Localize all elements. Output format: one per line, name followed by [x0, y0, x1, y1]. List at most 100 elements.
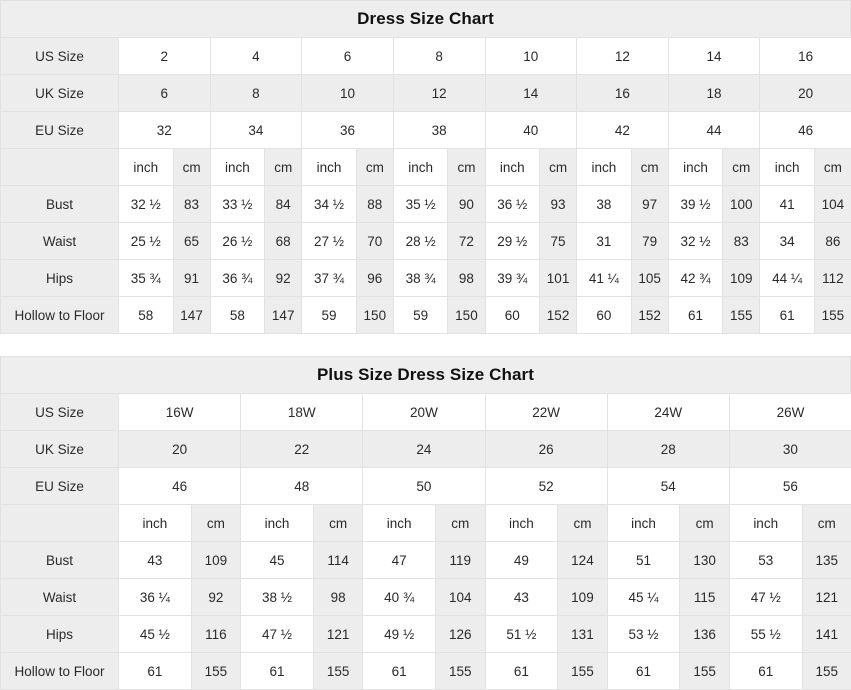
cell-inch: 41 — [760, 186, 815, 223]
cell-uk_sizes-2: 10 — [302, 75, 394, 112]
row-label-uk_sizes: UK Size — [1, 431, 119, 468]
row-label-us_sizes: US Size — [1, 38, 119, 75]
cell-cm: 72 — [448, 223, 485, 260]
cell-inch: 44 ¼ — [760, 260, 815, 297]
cell-cm: 147 — [265, 297, 302, 334]
cell-cm: 147 — [173, 297, 210, 334]
cell-cm: 155 — [436, 653, 485, 690]
cell-cm: 126 — [436, 616, 485, 653]
cell-us_sizes-4: 10 — [485, 38, 577, 75]
cell-uk_sizes-1: 8 — [210, 75, 302, 112]
cell-inch: 61 — [119, 653, 192, 690]
cell-inch: 34 ½ — [302, 186, 357, 223]
cell-us_sizes-2: 20W — [363, 394, 485, 431]
cell-eu_sizes-7: 46 — [760, 112, 851, 149]
cell-cm: 150 — [356, 297, 393, 334]
cell-us_sizes-7: 16 — [760, 38, 851, 75]
row-label-measurement: Hollow to Floor — [1, 653, 119, 690]
cell-inch: 53 ½ — [607, 616, 680, 653]
cell-uk_sizes-5: 30 — [729, 431, 851, 468]
cell-inch: 47 ½ — [241, 616, 314, 653]
unit-inch-3: inch — [485, 505, 558, 542]
unit-cm-0: cm — [173, 149, 210, 186]
cell-inch: 60 — [485, 297, 540, 334]
cell-cm: 65 — [173, 223, 210, 260]
cell-inch: 32 ½ — [668, 223, 723, 260]
cell-eu_sizes-2: 36 — [302, 112, 394, 149]
cell-cm: 136 — [680, 616, 729, 653]
chart-title: Plus Size Dress Size Chart — [0, 356, 851, 393]
unit-inch-5: inch — [577, 149, 632, 186]
cell-inch: 59 — [393, 297, 448, 334]
cell-inch: 26 ½ — [210, 223, 265, 260]
cell-inch: 40 ¾ — [363, 579, 436, 616]
cell-inch: 35 ½ — [393, 186, 448, 223]
cell-inch: 38 ¾ — [393, 260, 448, 297]
cell-inch: 60 — [577, 297, 632, 334]
cell-cm: 114 — [313, 542, 362, 579]
cell-uk_sizes-0: 20 — [119, 431, 241, 468]
cell-inch: 43 — [119, 542, 192, 579]
unit-inch-1: inch — [210, 149, 265, 186]
cell-eu_sizes-5: 56 — [729, 468, 851, 505]
cell-cm: 131 — [558, 616, 607, 653]
unit-cm-3: cm — [558, 505, 607, 542]
unit-cm-1: cm — [265, 149, 302, 186]
unit-cm-7: cm — [814, 149, 851, 186]
table-gap — [0, 334, 851, 356]
cell-us_sizes-0: 2 — [119, 38, 211, 75]
cell-inch: 61 — [363, 653, 436, 690]
cell-cm: 152 — [631, 297, 668, 334]
unit-cm-4: cm — [680, 505, 729, 542]
cell-uk_sizes-1: 22 — [241, 431, 363, 468]
cell-cm: 109 — [558, 579, 607, 616]
cell-cm: 155 — [313, 653, 362, 690]
cell-us_sizes-5: 26W — [729, 394, 851, 431]
cell-cm: 130 — [680, 542, 729, 579]
cell-cm: 109 — [191, 542, 240, 579]
row-label-measurement: Hips — [1, 260, 119, 297]
cell-cm: 115 — [680, 579, 729, 616]
unit-cm-2: cm — [356, 149, 393, 186]
row-label-measurement: Bust — [1, 186, 119, 223]
cell-inch: 28 ½ — [393, 223, 448, 260]
cell-cm: 98 — [448, 260, 485, 297]
cell-inch: 51 — [607, 542, 680, 579]
row-label-measurement: Waist — [1, 579, 119, 616]
cell-inch: 38 ½ — [241, 579, 314, 616]
cell-cm: 150 — [448, 297, 485, 334]
unit-cm-6: cm — [723, 149, 760, 186]
cell-inch: 55 ½ — [729, 616, 802, 653]
cell-uk_sizes-6: 18 — [668, 75, 760, 112]
cell-eu_sizes-0: 32 — [119, 112, 211, 149]
cell-inch: 34 — [760, 223, 815, 260]
unit-inch-6: inch — [668, 149, 723, 186]
cell-us_sizes-0: 16W — [119, 394, 241, 431]
cell-inch: 39 ½ — [668, 186, 723, 223]
cell-cm: 116 — [191, 616, 240, 653]
cell-inch: 29 ½ — [485, 223, 540, 260]
row-label-us_sizes: US Size — [1, 394, 119, 431]
cell-eu_sizes-0: 46 — [119, 468, 241, 505]
unit-cm-5: cm — [631, 149, 668, 186]
cell-cm: 141 — [802, 616, 851, 653]
cell-eu_sizes-4: 40 — [485, 112, 577, 149]
cell-cm: 96 — [356, 260, 393, 297]
cell-cm: 155 — [680, 653, 729, 690]
cell-cm: 155 — [814, 297, 851, 334]
cell-uk_sizes-5: 16 — [577, 75, 669, 112]
cell-cm: 92 — [191, 579, 240, 616]
